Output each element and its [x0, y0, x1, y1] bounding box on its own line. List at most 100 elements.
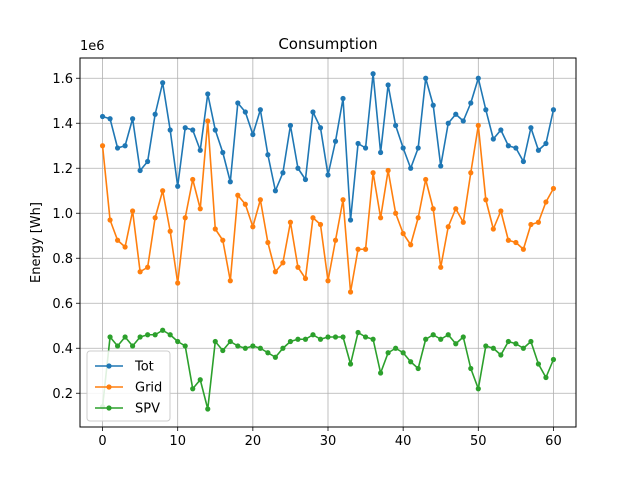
data-point	[317, 221, 324, 228]
data-point	[295, 165, 301, 171]
data-point	[370, 336, 376, 342]
data-point	[332, 334, 339, 340]
data-point	[197, 206, 203, 212]
y-axis-multiplier: 1e6	[80, 39, 105, 54]
data-point	[242, 345, 248, 351]
data-point	[190, 176, 196, 183]
x-tick-label: 0	[98, 434, 106, 449]
data-point	[182, 215, 188, 221]
data-point	[145, 264, 151, 270]
data-point	[212, 226, 218, 232]
data-point	[287, 338, 294, 345]
series-layer	[99, 71, 557, 412]
y-tick-label: 0.8	[52, 252, 73, 267]
y-tick-label: 0.4	[52, 342, 73, 357]
data-point	[182, 343, 188, 349]
data-point	[460, 118, 466, 124]
legend-marker-tot	[106, 363, 112, 369]
data-point	[430, 332, 436, 338]
data-point	[460, 219, 466, 225]
data-point	[550, 107, 557, 113]
data-point	[227, 278, 233, 284]
data-point	[114, 343, 121, 349]
y-tick-label: 0.2	[52, 387, 73, 402]
data-point	[490, 345, 496, 351]
data-point	[122, 244, 128, 250]
series-grid	[99, 118, 557, 295]
data-point	[415, 365, 421, 372]
data-point	[257, 345, 263, 351]
data-point	[205, 118, 211, 124]
data-point	[347, 361, 354, 367]
data-point	[378, 370, 384, 376]
data-point	[99, 143, 106, 149]
data-point	[160, 188, 166, 194]
data-point	[250, 224, 256, 230]
data-point	[302, 275, 309, 282]
data-point	[453, 341, 459, 347]
data-point	[528, 221, 534, 228]
y-tick-label: 1.4	[52, 117, 73, 132]
data-point	[182, 125, 188, 131]
data-point	[197, 377, 203, 383]
data-point	[130, 343, 136, 349]
data-point	[393, 122, 399, 129]
data-point	[513, 145, 519, 151]
y-tick-label: 1.2	[52, 162, 73, 177]
data-point	[175, 280, 181, 286]
data-point	[152, 215, 158, 221]
data-point	[340, 95, 346, 102]
data-point	[528, 338, 534, 345]
data-point	[378, 215, 384, 221]
data-point	[453, 206, 459, 212]
data-point	[362, 145, 369, 151]
legend-label-grid: Grid	[135, 381, 162, 396]
data-point	[528, 125, 534, 131]
data-point	[347, 289, 354, 295]
data-point	[235, 192, 241, 198]
data-point	[310, 215, 316, 221]
data-point	[468, 365, 474, 372]
data-point	[400, 230, 406, 237]
data-point	[340, 197, 346, 203]
data-point	[423, 336, 429, 342]
data-point	[227, 338, 233, 345]
data-point	[415, 145, 421, 151]
data-point	[212, 127, 218, 133]
data-point	[430, 206, 436, 212]
data-point	[317, 336, 324, 342]
data-point	[535, 147, 542, 153]
data-point	[145, 332, 151, 338]
data-point	[430, 102, 436, 108]
data-point	[302, 176, 309, 183]
data-point	[543, 374, 549, 381]
data-point	[408, 242, 414, 248]
data-point	[152, 332, 158, 338]
data-point	[445, 224, 451, 230]
legend-marker-grid	[106, 384, 112, 390]
data-point	[355, 140, 361, 147]
data-point	[302, 336, 309, 342]
data-point	[212, 338, 218, 345]
data-point	[205, 406, 211, 412]
data-point	[385, 167, 391, 174]
y-axis-label: Energy [Wh]	[29, 202, 44, 283]
data-point	[160, 80, 166, 86]
data-point	[122, 334, 128, 340]
data-point	[175, 338, 181, 345]
data-point	[513, 341, 519, 347]
x-tick-label: 50	[470, 434, 487, 449]
data-point	[550, 356, 557, 363]
data-point	[280, 345, 286, 351]
data-point	[453, 111, 459, 117]
data-point	[175, 183, 181, 189]
data-point	[490, 136, 496, 142]
data-point	[408, 165, 414, 171]
data-point	[505, 338, 511, 345]
data-point	[235, 343, 241, 349]
x-tick-label: 20	[245, 434, 262, 449]
data-point	[468, 100, 474, 106]
data-point	[114, 237, 121, 243]
data-point	[160, 327, 166, 333]
data-point	[122, 143, 128, 149]
